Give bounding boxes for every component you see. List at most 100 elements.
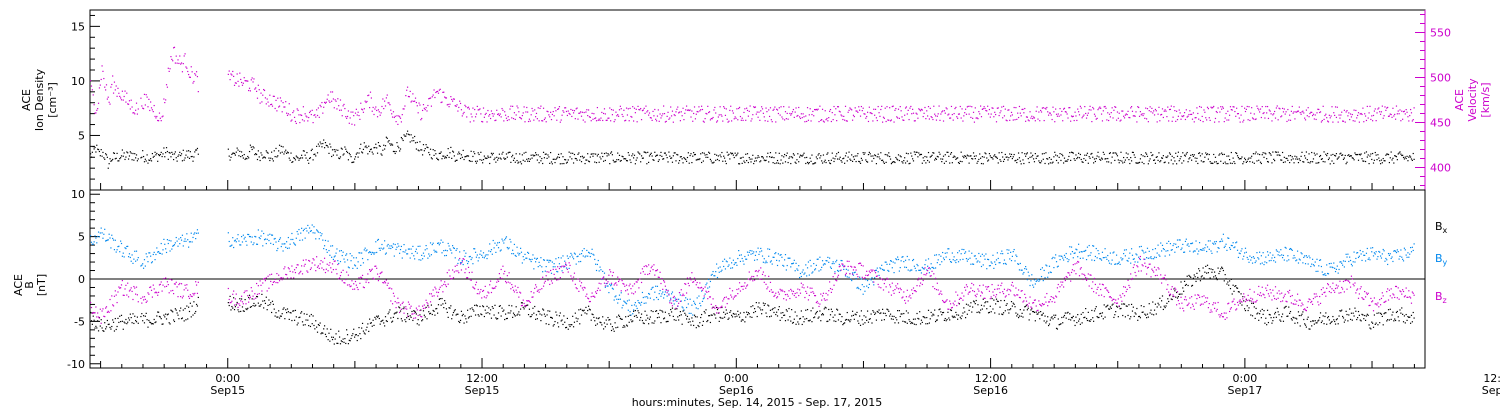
density-point — [890, 158, 891, 159]
density-point — [433, 155, 434, 156]
by-point — [432, 244, 433, 245]
density-point — [275, 156, 276, 157]
velocity-point — [337, 98, 338, 99]
velocity-point — [352, 112, 353, 113]
density-point — [1313, 158, 1314, 159]
bx-point — [1241, 304, 1242, 305]
velocity-point — [184, 55, 185, 56]
by-point — [367, 259, 368, 260]
density-point — [506, 153, 507, 154]
velocity-point — [97, 108, 98, 109]
bx-point — [874, 314, 875, 315]
velocity-point — [1323, 119, 1324, 120]
density-point — [717, 159, 718, 160]
density-point — [474, 153, 475, 154]
bx-point — [860, 325, 861, 326]
velocity-point — [854, 116, 855, 117]
density-point — [948, 156, 949, 157]
velocity-point — [271, 104, 272, 105]
bx-point — [348, 343, 349, 344]
bx-point — [290, 312, 291, 313]
velocity-point — [1157, 114, 1158, 115]
by-point — [152, 261, 153, 262]
density-point — [1084, 155, 1085, 156]
velocity-point — [131, 106, 132, 107]
velocity-point — [331, 101, 332, 102]
density-point — [665, 152, 666, 153]
density-point — [333, 155, 334, 156]
velocity-point — [1236, 108, 1237, 109]
by-point — [361, 252, 362, 253]
velocity-point — [1221, 109, 1222, 110]
velocity-point — [1171, 106, 1172, 107]
bx-point — [324, 325, 325, 326]
velocity-point — [936, 120, 937, 121]
density-point — [862, 160, 863, 161]
velocity-point — [448, 106, 449, 107]
velocity-point — [431, 106, 432, 107]
density-point — [1383, 158, 1384, 159]
density-point — [354, 158, 355, 159]
bx-point — [609, 319, 610, 320]
density-point — [709, 153, 710, 154]
velocity-point — [1077, 109, 1078, 110]
density-point — [784, 154, 785, 155]
velocity-point — [877, 120, 878, 121]
bx-point — [450, 305, 451, 306]
by-point — [177, 241, 178, 242]
velocity-point — [797, 115, 798, 116]
velocity-point — [1355, 110, 1356, 111]
velocity-point — [1074, 112, 1075, 113]
velocity-point — [486, 121, 487, 122]
velocity-point — [866, 116, 867, 117]
velocity-point — [1183, 115, 1184, 116]
bx-point — [613, 328, 614, 329]
velocity-point — [313, 122, 314, 123]
bx-point — [1208, 272, 1209, 273]
bx-point — [561, 319, 562, 320]
velocity-point — [1273, 113, 1274, 114]
bx-point — [1393, 320, 1394, 321]
velocity-point — [254, 89, 255, 90]
velocity-point — [602, 120, 603, 121]
density-point — [1188, 158, 1189, 159]
velocity-point — [1073, 116, 1074, 117]
density-point — [810, 158, 811, 159]
density-point — [1171, 159, 1172, 160]
density-point — [1289, 162, 1290, 163]
bx-point — [1133, 307, 1134, 308]
density-point — [778, 163, 779, 164]
density-point — [512, 155, 513, 156]
bx-point — [723, 312, 724, 313]
velocity-point — [1399, 113, 1400, 114]
bx-point — [766, 316, 767, 317]
velocity-point — [1019, 106, 1020, 107]
velocity-point — [1202, 116, 1203, 117]
bx-point — [802, 324, 803, 325]
by-point — [425, 249, 426, 250]
density-point — [617, 153, 618, 154]
velocity-point — [470, 121, 471, 122]
velocity-point — [1036, 111, 1037, 112]
density-point — [1253, 153, 1254, 154]
velocity-point — [423, 104, 424, 105]
density-point — [777, 160, 778, 161]
density-point — [259, 156, 260, 157]
bx-point — [1074, 325, 1075, 326]
bx-point — [431, 304, 432, 305]
velocity-point — [946, 108, 947, 109]
density-point — [1195, 161, 1196, 162]
by-point — [121, 243, 122, 244]
density-point — [938, 156, 939, 157]
bx-point — [1334, 321, 1335, 322]
bx-point — [740, 312, 741, 313]
by-point — [287, 248, 288, 249]
bx-point — [1038, 312, 1039, 313]
density-point — [970, 155, 971, 156]
bx-point — [628, 316, 629, 317]
density-point — [234, 153, 235, 154]
velocity-point — [923, 113, 924, 114]
bx-point — [125, 319, 126, 320]
bx-point — [101, 319, 102, 320]
density-point — [363, 149, 364, 150]
